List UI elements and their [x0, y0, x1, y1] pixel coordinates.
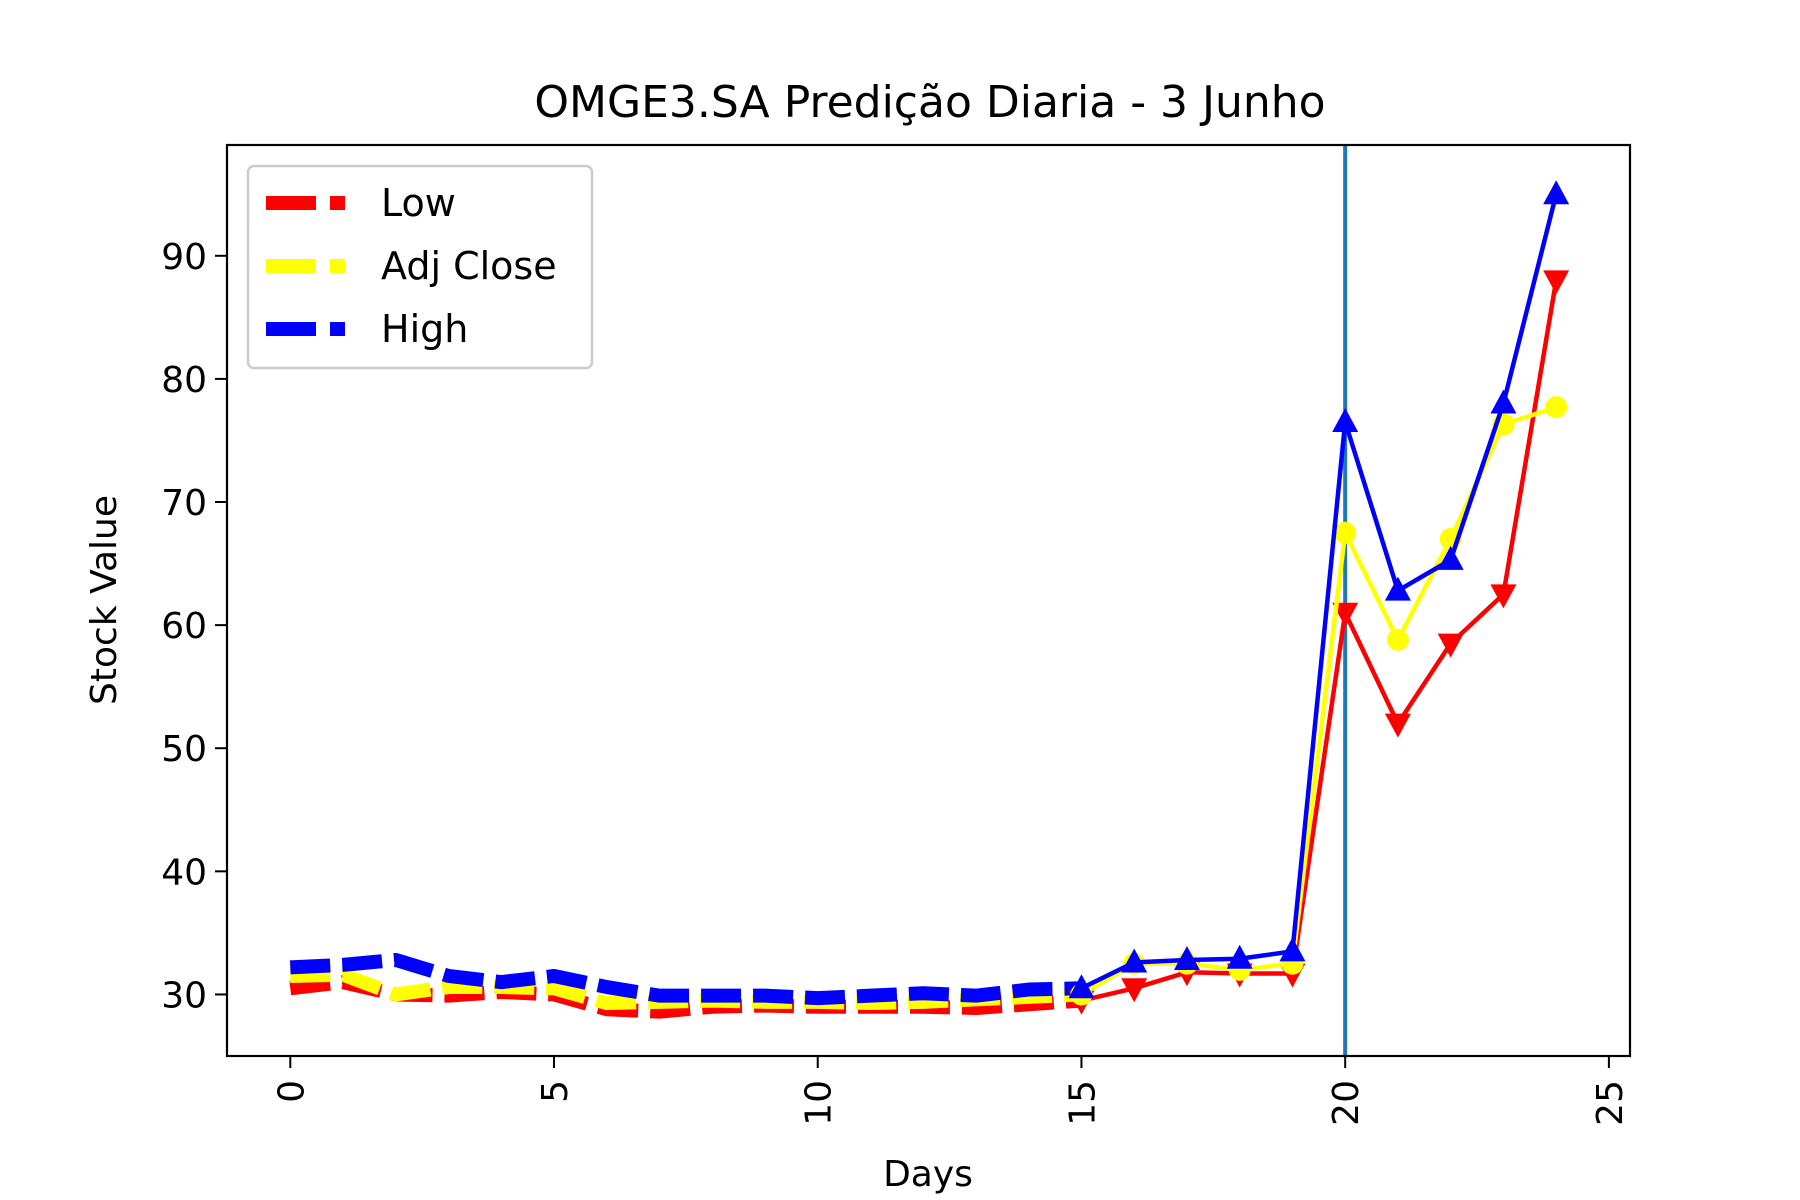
series-high-history-line	[289, 952, 1082, 1006]
series-high-point	[1384, 576, 1411, 601]
series-low-point	[1437, 633, 1464, 658]
y-tick-label: 70	[161, 483, 207, 524]
series-low-point	[1332, 602, 1359, 627]
y-tick-label: 60	[161, 606, 207, 647]
series-high-point	[1279, 937, 1306, 962]
x-tick-label: 20	[1326, 1080, 1367, 1126]
x-tick-label: 5	[535, 1080, 576, 1103]
series-adj-close-point	[1386, 628, 1409, 651]
series-high-point	[1068, 974, 1095, 999]
x-tick-label: 10	[799, 1080, 840, 1126]
y-axis-label: Stock Value	[84, 495, 125, 705]
series-high-point	[1332, 407, 1359, 432]
series-high-point	[1226, 944, 1253, 969]
series-low-point	[1490, 584, 1517, 609]
series-high-point	[1490, 389, 1517, 414]
legend-label-high: High	[381, 307, 468, 351]
series-adj-close-point	[1545, 396, 1568, 419]
series-low-point	[1384, 713, 1411, 738]
y-tick-label: 80	[161, 360, 207, 401]
series-high-point	[1173, 945, 1200, 970]
chart-title: OMGE3.SA Predição Diaria - 3 Junho	[534, 77, 1325, 128]
legend-label-low: Low	[381, 181, 456, 225]
y-tick-label: 40	[161, 852, 207, 893]
x-axis-label: Days	[883, 1154, 973, 1195]
series-low-point	[1121, 978, 1148, 1003]
x-tick-label: 15	[1062, 1080, 1103, 1126]
x-tick-label: 25	[1590, 1080, 1631, 1126]
plot-frame	[225, 143, 1632, 1058]
legend-label-adj-close: Adj Close	[381, 244, 557, 288]
y-tick-label: 50	[161, 729, 207, 770]
y-tick-label: 90	[161, 237, 207, 278]
x-tick-label: 0	[271, 1080, 312, 1103]
legend: Low Adj Close High	[246, 164, 594, 370]
series-high-point	[1121, 948, 1148, 973]
y-tick-label: 30	[161, 975, 207, 1016]
series-high-point	[1437, 545, 1464, 570]
legend-box	[246, 164, 594, 370]
series-adj-close-point	[1334, 521, 1357, 544]
series-high-forecast-line	[1080, 193, 1559, 991]
series-high-point	[1543, 180, 1570, 205]
series-low-point	[1543, 270, 1570, 295]
series-low-forecast-line	[1080, 280, 1559, 1003]
